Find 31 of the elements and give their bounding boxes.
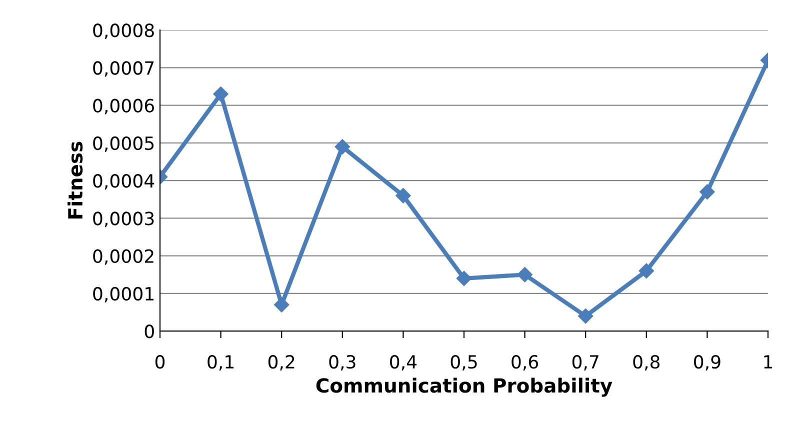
y-axis-title: Fitness	[68, 142, 83, 219]
x-tick-label: 0,7	[572, 355, 598, 371]
y-tick-label: 0,0004	[93, 174, 154, 190]
x-tick-label: 1	[764, 355, 772, 368]
y-tick-label: 0,0007	[93, 61, 154, 77]
x-tick-label: 0,5	[450, 355, 477, 371]
x-tick-label: 0	[155, 355, 165, 369]
point	[517, 267, 532, 282]
x-tick-label: 0,9	[694, 355, 720, 371]
y-tick-label: 0,0003	[93, 212, 154, 228]
y-tick-label: 0,0005	[93, 136, 154, 152]
x-tick-label: 0,6	[512, 355, 538, 371]
point	[334, 139, 350, 154]
point	[638, 263, 654, 278]
point	[274, 297, 290, 312]
x-tick-label: 0,4	[390, 355, 417, 371]
point	[456, 270, 472, 286]
point	[213, 86, 228, 102]
y-tick-label: 0,0002	[93, 249, 154, 265]
point	[700, 184, 715, 200]
x-tick-label: 0,3	[329, 355, 356, 371]
x-tick-label: 0,8	[633, 355, 660, 371]
y-tick-label: 0	[144, 324, 154, 338]
point	[396, 188, 411, 204]
x-axis-title: Communication Probability	[316, 378, 612, 397]
y-tick-label: 0,0001	[93, 286, 154, 302]
point	[578, 308, 594, 324]
x-tick-label: 0,1	[208, 355, 234, 371]
x-tick-label: 0,2	[268, 355, 294, 371]
y-tick-label: 0,0008	[93, 24, 154, 40]
y-tick-label: 0,0006	[93, 98, 154, 114]
